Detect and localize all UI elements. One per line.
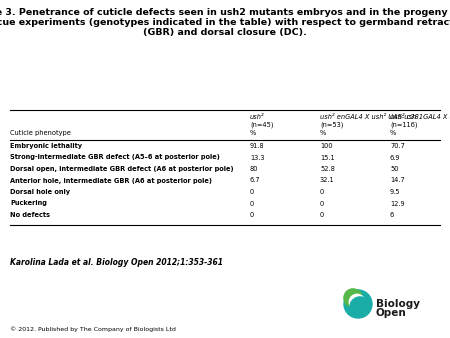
- Text: 15.1: 15.1: [320, 154, 335, 161]
- Text: 14.7: 14.7: [390, 177, 405, 184]
- Text: Open: Open: [376, 308, 407, 318]
- Text: © 2012. Published by The Company of Biologists Ltd: © 2012. Published by The Company of Biol…: [10, 326, 176, 332]
- Text: Dorsal hole only: Dorsal hole only: [10, 189, 70, 195]
- Text: 52.8: 52.8: [320, 166, 335, 172]
- Text: Biology: Biology: [376, 299, 420, 309]
- Text: 100: 100: [320, 143, 333, 149]
- Text: rescue experiments (genotypes indicated in the table) with respect to germband r: rescue experiments (genotypes indicated …: [0, 18, 450, 27]
- Text: Dorsal open, intermediate GBR defect (A6 at posterior pole): Dorsal open, intermediate GBR defect (A6…: [10, 166, 234, 172]
- Text: Karolina Lada et al. Biology Open 2012;1:353-361: Karolina Lada et al. Biology Open 2012;1…: [10, 258, 223, 267]
- Circle shape: [344, 289, 362, 307]
- Text: 70.7: 70.7: [390, 143, 405, 149]
- Text: Anterior hole, intermediate GBR (A6 at posterior pole): Anterior hole, intermediate GBR (A6 at p…: [10, 177, 212, 184]
- Text: 0: 0: [320, 212, 324, 218]
- Text: %: %: [250, 130, 256, 136]
- Text: 6: 6: [390, 212, 394, 218]
- Circle shape: [350, 297, 370, 317]
- Circle shape: [344, 290, 372, 318]
- Text: %: %: [390, 130, 396, 136]
- Text: 50: 50: [390, 166, 399, 172]
- Text: (n=45): (n=45): [250, 122, 274, 128]
- Text: Embryonic lethality: Embryonic lethality: [10, 143, 82, 149]
- Text: ush² c381GAL4 X ush² UAS-ush: ush² c381GAL4 X ush² UAS-ush: [390, 114, 450, 120]
- Text: Table 3. Penetrance of cuticle defects seen in ush2 mutants embryos and in the p: Table 3. Penetrance of cuticle defects s…: [0, 8, 450, 17]
- Text: 6.7: 6.7: [250, 177, 261, 184]
- Text: Strong-intermediate GBR defect (A5–6 at posterior pole): Strong-intermediate GBR defect (A5–6 at …: [10, 154, 220, 161]
- Text: 80: 80: [250, 166, 258, 172]
- Text: %: %: [320, 130, 326, 136]
- Text: 0: 0: [320, 189, 324, 195]
- Circle shape: [349, 294, 364, 310]
- Text: 12.9: 12.9: [390, 200, 405, 207]
- Text: ush² enGAL4 X ush² UAS-ush: ush² enGAL4 X ush² UAS-ush: [320, 114, 416, 120]
- Text: No defects: No defects: [10, 212, 50, 218]
- Text: 0: 0: [320, 200, 324, 207]
- Text: Puckering: Puckering: [10, 200, 47, 207]
- Text: 6.9: 6.9: [390, 154, 400, 161]
- Text: 0: 0: [250, 189, 254, 195]
- Text: 13.3: 13.3: [250, 154, 265, 161]
- Text: 0: 0: [250, 200, 254, 207]
- Text: 91.8: 91.8: [250, 143, 265, 149]
- Text: (n=53): (n=53): [320, 122, 343, 128]
- Text: 9.5: 9.5: [390, 189, 400, 195]
- Text: (n=116): (n=116): [390, 122, 418, 128]
- Text: (GBR) and dorsal closure (DC).: (GBR) and dorsal closure (DC).: [143, 28, 307, 37]
- Text: 0: 0: [250, 212, 254, 218]
- Text: ush²: ush²: [250, 114, 265, 120]
- Text: 32.1: 32.1: [320, 177, 335, 184]
- Text: Cuticle phenotype: Cuticle phenotype: [10, 130, 71, 136]
